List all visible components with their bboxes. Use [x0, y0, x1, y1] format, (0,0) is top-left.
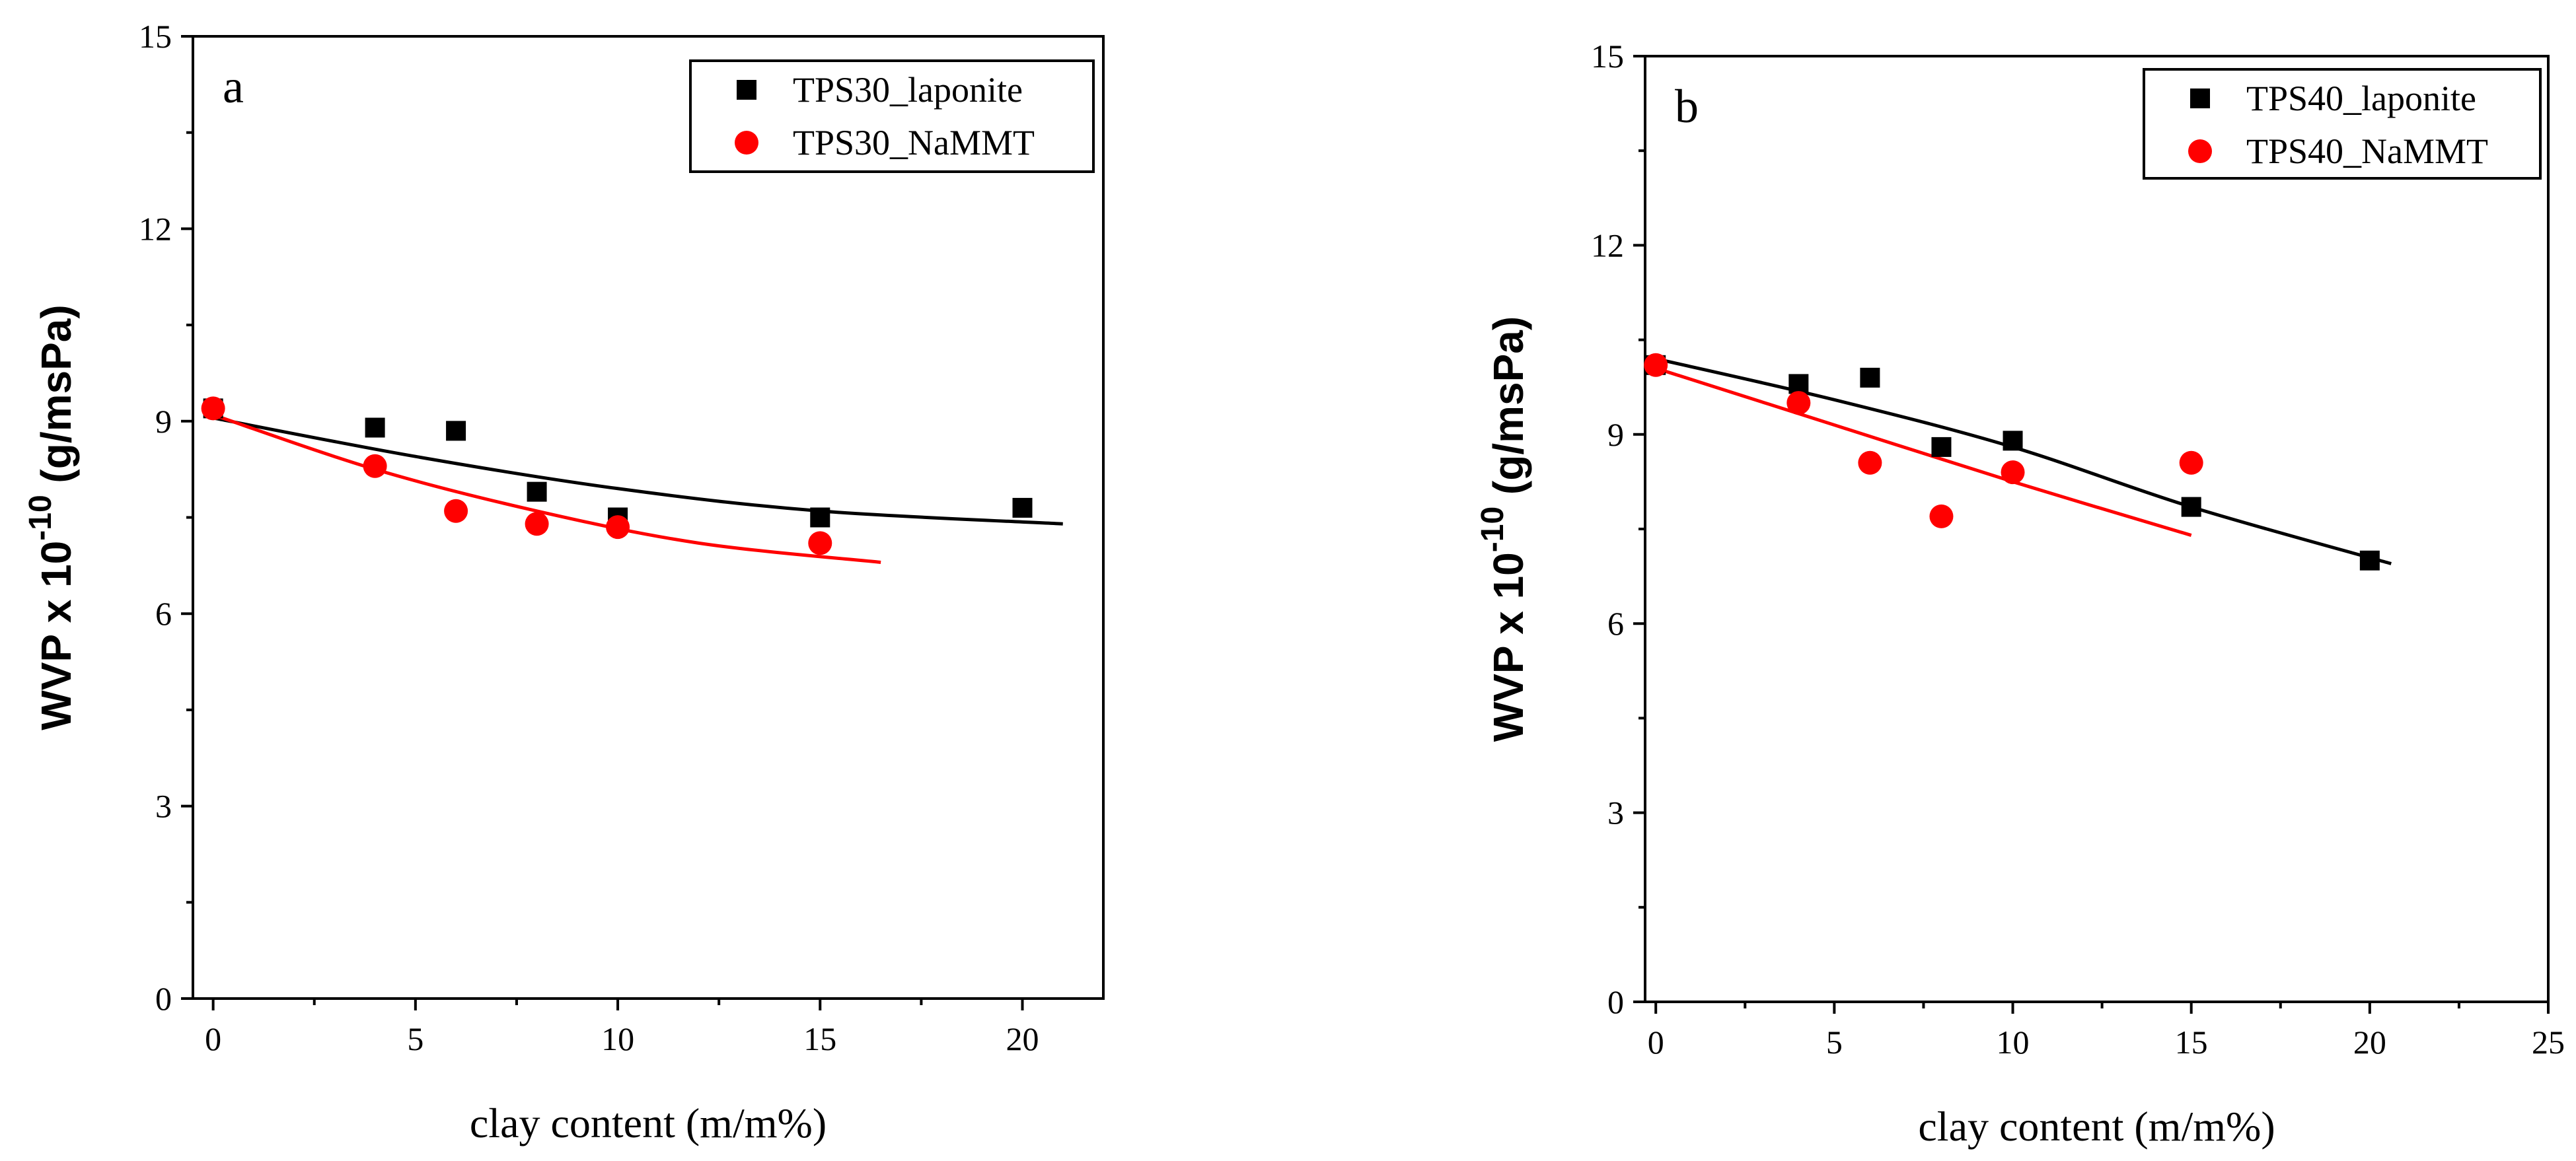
panel-a-legend-marker-TPS30_laponite: [737, 80, 756, 100]
panel-b-y-tick-label: 12: [1591, 227, 1624, 264]
panel-b-data-point-TPS40_laponite: [1860, 367, 1880, 388]
panel-a-data-point-TPS30_NaMMT: [525, 512, 549, 536]
panel-b-data-point-TPS40_laponite: [2181, 497, 2201, 517]
panel-b-y-axis-title-unit: (g/msPa): [1485, 316, 1532, 507]
panel-a-y-tick-label: 12: [139, 210, 172, 247]
panel-a-data-point-TPS30_NaMMT: [201, 396, 225, 421]
panel-a-x-tick-label: 0: [205, 1020, 221, 1057]
panel-a: 0 5 10 15 20 0 3 6 9 12 15 clay content (m/m%) WVP x…: [23, 18, 1105, 1146]
panel-b-data-point-TPS40_laponite: [1788, 374, 1809, 394]
panel-b-legend-marker-TPS40_laponite: [2190, 88, 2210, 108]
panel-b-data-point-TPS40_NaMMT: [1786, 391, 1811, 415]
panel-b-data-point-TPS40_NaMMT: [1644, 353, 1668, 377]
panel-a-data-point-TPS30_laponite: [810, 507, 830, 528]
panel-b-y-tick-label: 3: [1607, 794, 1624, 831]
panel-b-legend-label-TPS40_NaMMT: TPS40_NaMMT: [2246, 131, 2488, 171]
panel-b-y-tick-label: 6: [1607, 605, 1624, 642]
panel-a-y-tick-label: 9: [155, 403, 172, 440]
panel-b-y-tick-label: 15: [1591, 38, 1624, 75]
panel-a-y-axis-title-exponent: -10: [23, 495, 58, 540]
panel-a-y-tick-label: 3: [155, 788, 172, 825]
panel-a-y-tick-label: 0: [155, 980, 172, 1017]
panel-b-x-tick-label: 5: [1826, 1024, 1843, 1061]
panel-b-data-point-TPS40_laponite: [2359, 550, 2380, 571]
panel-b-plot-frame: [1644, 55, 2550, 1003]
panel-a-x-tick-label: 5: [407, 1020, 423, 1057]
panel-a-x-tick-label: 10: [601, 1020, 634, 1057]
panel-a-data-point-TPS30_NaMMT: [444, 499, 468, 523]
panel-a-data-point-TPS30_NaMMT: [606, 515, 630, 540]
panel-b-y-axis-title-exponent: -10: [1475, 507, 1510, 552]
panel-b-legend-marker-TPS40_NaMMT: [2188, 139, 2212, 163]
panel-b-data-point-TPS40_laponite: [1931, 437, 1952, 457]
panel-b-x-tick-label: 10: [1997, 1024, 2030, 1061]
panel-b-y-axis-title: WVP x 10-10 (g/msPa): [1475, 316, 1532, 742]
panel-a-fit-line-TPS30_laponite: [213, 416, 1063, 526]
panel-a-x-tick-label: 20: [1006, 1020, 1039, 1057]
panel-a-legend-label-TPS30_NaMMT: TPS30_NaMMT: [793, 123, 1035, 162]
panel-b-y-tick-label: 9: [1607, 416, 1624, 453]
panel-a-data-point-TPS30_laponite: [1012, 497, 1033, 518]
panel-b-x-tick-label: 0: [1648, 1024, 1664, 1061]
panel-b: 0 5 10 15 20 25 0 3 6 9 12 15 clay content (m/m%) WVP…: [1475, 38, 2565, 1150]
panel-b-x-axis-title: clay content (m/m%): [1918, 1103, 2275, 1150]
panel-a-legend-box: [689, 59, 1095, 173]
panel-b-legend-box: [2143, 68, 2542, 180]
panel-a-data-point-TPS30_laponite: [365, 417, 385, 438]
panel-b-data-point-TPS40_NaMMT: [2001, 460, 2025, 485]
panel-b-data-point-TPS40_laponite: [2003, 431, 2023, 451]
panel-a-x-axis-title: clay content (m/m%): [470, 1100, 827, 1146]
panel-a-data-point-TPS30_NaMMT: [363, 454, 387, 478]
panel-b-data-point-TPS40_NaMMT: [1929, 504, 1954, 528]
panel-a-x-tick-label: 15: [803, 1020, 836, 1057]
panel-b-x-tick-label: 15: [2175, 1024, 2208, 1061]
panel-a-fit-line-TPS30_NaMMT: [212, 413, 881, 564]
panel-b-legend-label-TPS40_laponite: TPS40_laponite: [2246, 79, 2476, 118]
panel-a-plot-frame: [192, 35, 1105, 1000]
panel-b-x-tick-label: 25: [2532, 1024, 2565, 1061]
panel-a-y-tick-label: 15: [139, 18, 172, 55]
panel-b-data-point-TPS40_NaMMT: [1858, 450, 1882, 475]
panel-a-panel-tag: a: [223, 60, 244, 113]
panel-a-legend-marker-TPS30_NaMMT: [735, 131, 758, 155]
panel-a-y-axis-title: WVP x 10-10 (g/msPa): [23, 304, 80, 730]
panel-b-data-point-TPS40_NaMMT: [2179, 450, 2203, 475]
panel-b-y-axis-title-main: WVP x 10: [1485, 552, 1532, 742]
panel-a-data-point-TPS30_laponite: [527, 481, 547, 502]
panel-b-x-tick-label: 20: [2353, 1024, 2386, 1061]
panel-a-data-point-TPS30_NaMMT: [808, 531, 832, 555]
panel-b-fit-line-TPS40_NaMMT: [1655, 367, 2192, 537]
panel-b-y-tick-label: 0: [1607, 983, 1624, 1020]
panel-b-panel-tag: b: [1675, 80, 1699, 133]
panel-a-y-axis-title-main: WVP x 10: [32, 541, 80, 730]
panel-b-fit-line-TPS40_laponite: [1655, 357, 2392, 565]
panel-a-legend-label-TPS30_laponite: TPS30_laponite: [793, 70, 1023, 110]
panel-a-y-tick-label: 6: [155, 595, 172, 632]
panel-a-data-point-TPS30_laponite: [446, 421, 466, 441]
panel-a-y-axis-title-unit: (g/msPa): [32, 304, 80, 495]
